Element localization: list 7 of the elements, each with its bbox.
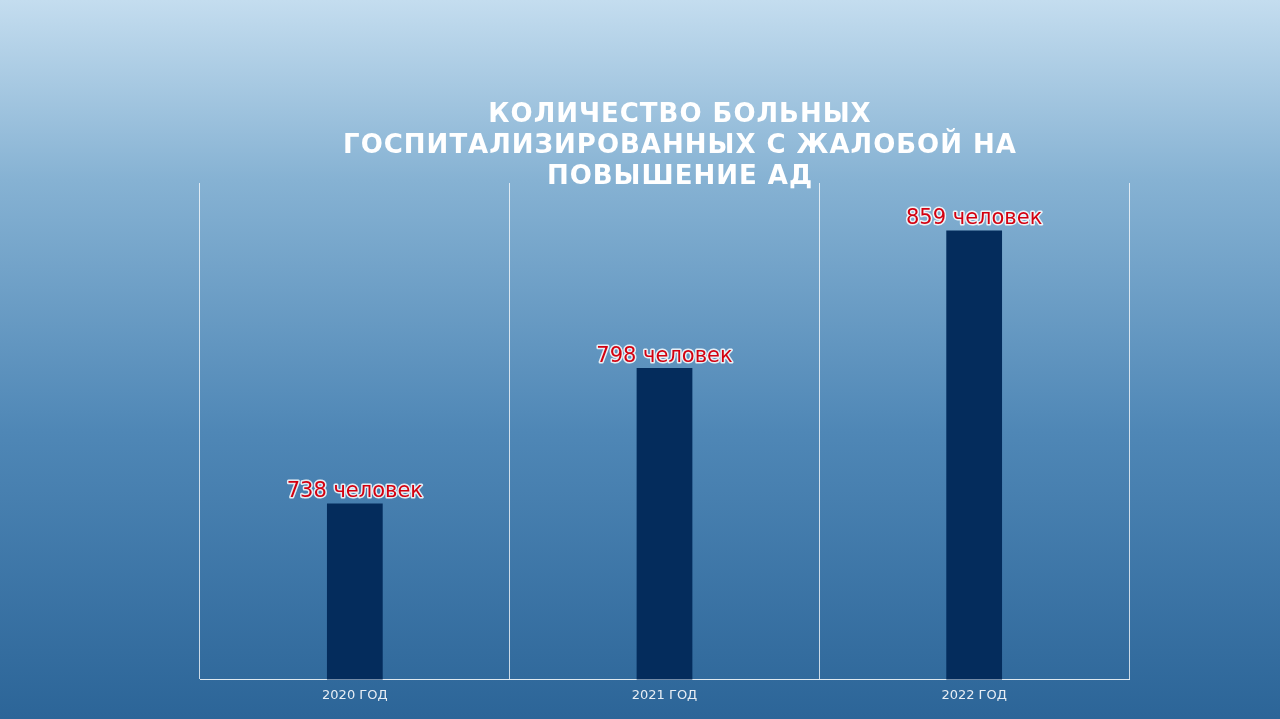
data-label: 859 человек xyxy=(905,205,1043,230)
data-label: 798 человек xyxy=(596,342,733,367)
data-label: 738 человек xyxy=(286,478,424,503)
x-tick-label: 2021 ГОД xyxy=(631,686,698,702)
x-tick-label: 2022 ГОД xyxy=(941,686,1007,702)
x-tick-label: 2020 ГОД xyxy=(322,686,388,702)
chart-title: КОЛИЧЕСТВО БОЛЬНЫХ ГОСПИТАЛИЗИРОВАННЫХ С ЖАЛОБОЙ НА ПОВЫШЕНИЕ АД xyxy=(342,98,1018,191)
